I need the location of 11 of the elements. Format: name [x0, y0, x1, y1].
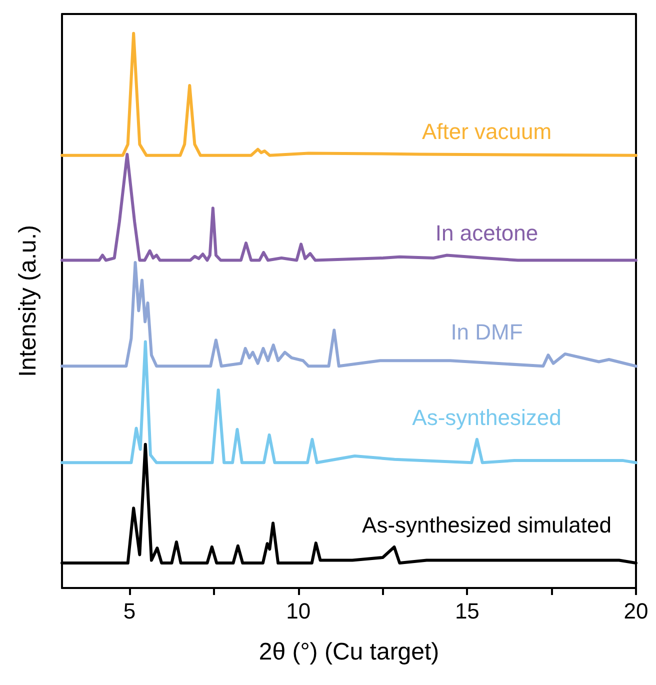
- y-axis-title: Intensity (a.u.): [14, 224, 42, 378]
- x-axis-title: 2θ (°) (Cu target): [258, 638, 440, 666]
- series-label: As-synthesized: [412, 404, 562, 430]
- series-label: In DMF: [450, 319, 523, 344]
- x-tick-label: 10: [286, 598, 311, 624]
- series-label: After vacuum: [422, 118, 552, 144]
- series-label: As-synthesized simulated: [362, 512, 612, 538]
- x-tick-label: 5: [123, 598, 136, 624]
- series-label: In acetone: [435, 220, 538, 246]
- x-tick-label: 20: [624, 598, 648, 624]
- x-tick-label: 15: [454, 598, 480, 624]
